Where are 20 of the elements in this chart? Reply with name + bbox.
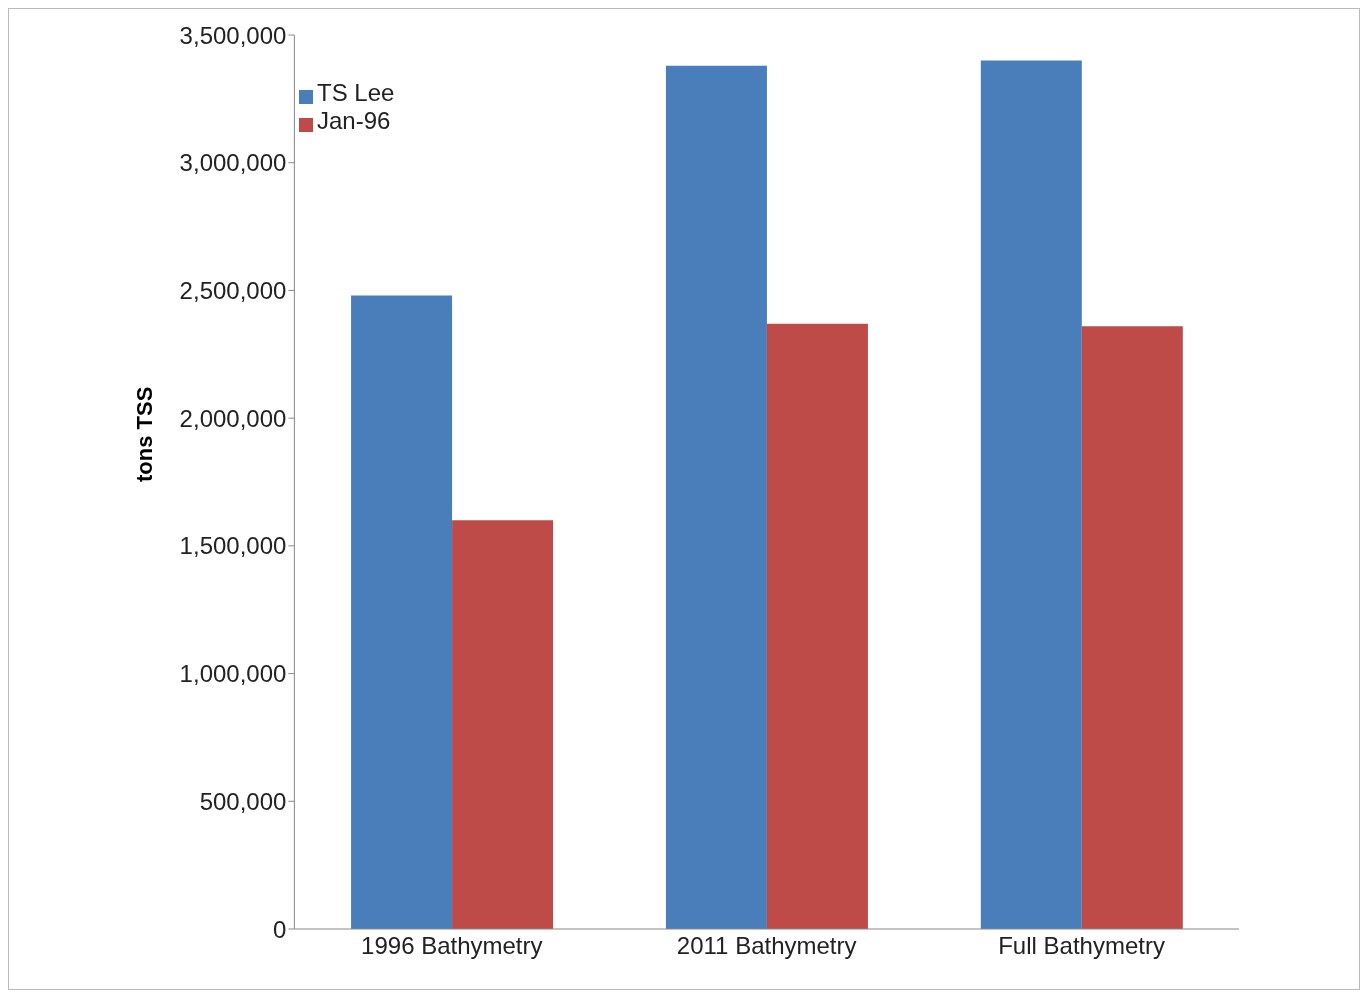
legend-label: TS Lee xyxy=(317,79,395,106)
y-tick-label: 3,500,000 xyxy=(179,21,287,49)
bar xyxy=(452,520,554,929)
bar xyxy=(665,65,767,929)
y-tick-label: 0 xyxy=(273,915,287,943)
bar xyxy=(351,295,453,929)
y-tick-label: 500,000 xyxy=(199,787,287,815)
legend-label: Jan-96 xyxy=(317,107,391,134)
y-tick-label: 1,500,000 xyxy=(179,532,287,560)
x-tick-label: 1996 Bathymetry xyxy=(361,932,543,960)
y-tick-label: 3,000,000 xyxy=(179,149,287,177)
bar xyxy=(1081,326,1183,929)
x-tick-label: Full Bathymetry xyxy=(998,932,1165,960)
bar xyxy=(980,60,1082,929)
x-tick-label: 2011 Bathymetry xyxy=(676,932,857,960)
y-tick-label: 2,500,000 xyxy=(179,276,287,304)
bar xyxy=(766,323,868,929)
y-tick-label: 1,000,000 xyxy=(179,660,287,688)
y-axis-title: tons TSS xyxy=(132,386,158,482)
y-tick-label: 2,000,000 xyxy=(179,404,287,432)
